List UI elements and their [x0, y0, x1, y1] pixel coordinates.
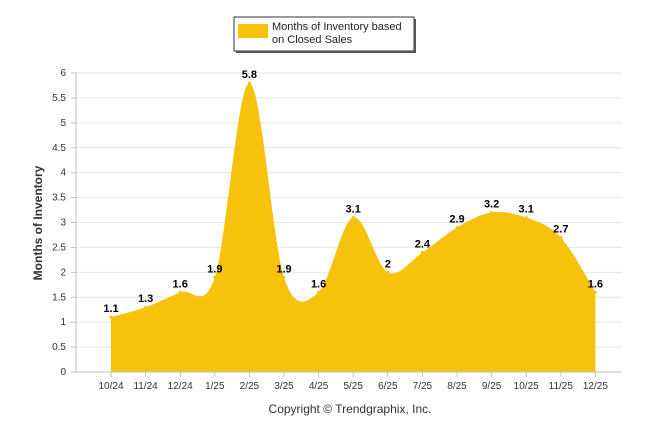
data-point [593, 290, 597, 294]
y-tick-label: 3.5 [52, 193, 66, 204]
data-label: 3.1 [519, 204, 534, 216]
legend: Months of Inventory based on Closed Sale… [233, 16, 416, 53]
x-tick-label: 12/24 [168, 381, 193, 392]
legend-box-shadow-side [414, 19, 416, 53]
data-point [144, 305, 148, 309]
legend-label-line2: on Closed Sales [272, 34, 353, 46]
x-tick-label: 9/25 [482, 381, 502, 392]
data-point [490, 211, 494, 215]
data-point [282, 275, 286, 279]
data-point [524, 216, 528, 220]
y-tick-label: 1 [60, 317, 66, 328]
data-label: 1.9 [207, 263, 222, 275]
data-label: 3.2 [484, 199, 499, 211]
data-label: 2.7 [553, 223, 568, 235]
data-label: 1.6 [588, 278, 603, 290]
data-point [178, 290, 182, 294]
y-tick-label: 2.5 [52, 242, 66, 253]
data-label: 5.8 [242, 69, 257, 81]
y-tick-label: 4.5 [52, 143, 66, 154]
x-tick-label: 10/24 [98, 381, 123, 392]
data-point [247, 81, 251, 85]
data-point [559, 235, 563, 239]
y-tick-label: 4 [60, 168, 66, 179]
x-tick-label: 2/25 [240, 381, 260, 392]
x-tick-label: 4/25 [309, 381, 329, 392]
data-point [109, 315, 113, 319]
y-tick-label: 2 [60, 267, 66, 278]
x-tick-label: 7/25 [413, 381, 433, 392]
x-tick-label: 8/25 [447, 381, 467, 392]
data-label: 1.6 [311, 278, 326, 290]
data-label: 1.9 [276, 263, 291, 275]
series-area [109, 81, 597, 372]
y-tick-label: 3 [60, 218, 66, 229]
data-point [386, 270, 390, 274]
data-label: 3.1 [346, 204, 361, 216]
x-tick-label: 5/25 [343, 381, 363, 392]
data-point [351, 216, 355, 220]
data-point [213, 275, 217, 279]
y-tick-label: 1.5 [52, 292, 66, 303]
y-tick-label: 5 [60, 118, 66, 129]
y-tick-label: 6 [60, 68, 66, 79]
data-point [455, 225, 459, 229]
data-point [317, 290, 321, 294]
y-tick-label: 5.5 [52, 93, 66, 104]
data-point [420, 250, 424, 254]
data-label: 2.4 [415, 238, 431, 250]
data-label: 1.6 [173, 278, 188, 290]
y-tick-label: 0.5 [52, 342, 66, 353]
x-tick-label: 12/25 [583, 381, 608, 392]
data-label: 2 [385, 258, 391, 270]
y-axis-title: Months of Inventory [31, 165, 45, 280]
data-label: 1.3 [138, 293, 153, 305]
x-tick-label: 1/25 [205, 381, 225, 392]
data-labels: 1.1 1.3 1.6 1.9 5.8 1.9 1.6 3.1 2 2.4 2.9 3.2 3.1 2.7… [103, 69, 603, 315]
x-tick-label: 11/24 [133, 381, 158, 392]
y-axis: 0 0.5 1 1.5 2 2.5 3 3.5 4 4.5 5 5.5 6 [52, 68, 77, 378]
data-label: 2.9 [449, 213, 464, 225]
legend-box-shadow [236, 51, 416, 53]
legend-swatch [238, 24, 268, 38]
x-tick-label: 11/25 [549, 381, 574, 392]
copyright-text: Copyright © Trendgraphix, Inc. [269, 402, 432, 416]
x-axis: 10/24 11/24 12/24 1/25 2/25 3/25 4/25 5/25 6/25 7… [76, 371, 622, 392]
y-tick-label: 0 [60, 367, 66, 378]
x-tick-label: 10/25 [514, 381, 539, 392]
data-label: 1.1 [103, 303, 118, 315]
x-tick-label: 3/25 [274, 381, 294, 392]
x-tick-label: 6/25 [378, 381, 398, 392]
legend-label-line1: Months of Inventory based [272, 21, 402, 33]
area-fill [111, 82, 596, 372]
